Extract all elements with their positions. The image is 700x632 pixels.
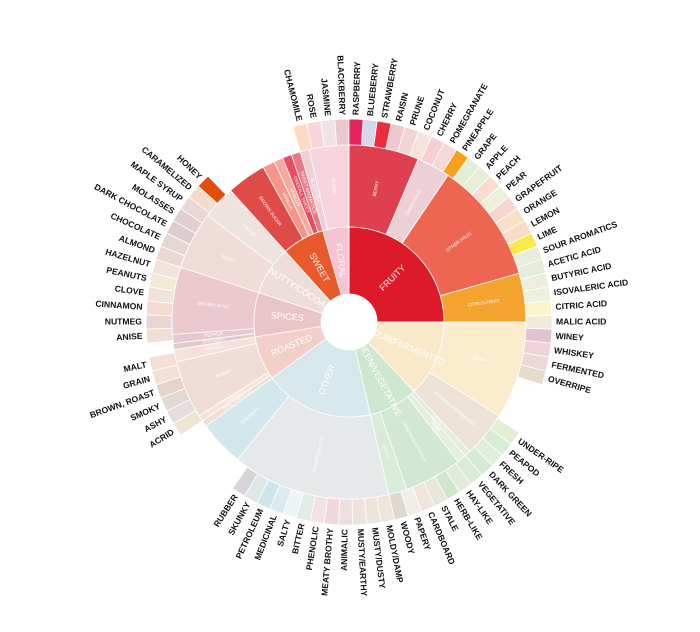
outer-label-malt: MALT	[123, 359, 149, 374]
inner-ring	[253, 226, 445, 418]
middle-label-beany: BEANY	[382, 444, 391, 460]
middle-ring	[171, 144, 527, 500]
outer-label-grain: GRAIN	[122, 374, 151, 391]
outer-segment-citric-acid[interactable]	[524, 300, 553, 317]
middle-label-raw: RAW	[430, 421, 441, 433]
outer-label-lime: LIME	[536, 224, 559, 242]
middle-label-pepper: PEPPER	[204, 331, 224, 338]
outer-label-peanuts: PEANUTS	[105, 265, 148, 283]
outer-label-citric-acid: CITRIC ACID	[555, 298, 607, 312]
outer-segment-musty-earthy[interactable]	[351, 497, 368, 526]
middle-label-burnt: BURNT	[215, 368, 232, 379]
middle-label-berry: BERRY	[372, 180, 380, 196]
middle-label-floral: FLORAL	[330, 178, 337, 197]
outer-segment-malic-acid[interactable]	[525, 314, 553, 330]
outer-label-nutmeg: NUTMEG	[105, 316, 143, 326]
outer-label-musty-dusty: MUSTY/DUSTY	[370, 527, 387, 590]
outer-segment-nutmeg[interactable]	[145, 314, 173, 330]
outer-segment-animalic[interactable]	[337, 498, 353, 526]
inner-label-spices: SPICES	[270, 310, 304, 323]
outer-label-clove: CLOVE	[114, 283, 145, 297]
middle-label-cereal: CEREAL	[206, 343, 225, 352]
middle-label-sour: SOUR	[473, 355, 488, 364]
outer-label-winey: WINEY	[555, 331, 584, 343]
outer-label-animalic: ANIMALIC	[339, 529, 350, 571]
outer-label-malic-acid: MALIC ACID	[556, 316, 606, 326]
outer-label-blueberry: BLUEBERRY	[365, 62, 381, 116]
outer-label-jasmine: JASMINE	[319, 78, 333, 117]
middle-label-black-tea: BLACK TEA	[310, 177, 321, 204]
outer-label-blackberry: BLACKBERRY	[335, 55, 347, 115]
outer-label-bitter: BITTER	[290, 522, 307, 555]
outer-label-phenolic: PHENOLIC	[304, 526, 321, 571]
middle-label-brown-spice: BROWN SPICE	[198, 301, 231, 310]
outer-label-anise: ANISE	[116, 331, 143, 343]
outer-label-cinnamon: CINNAMON	[95, 299, 143, 312]
outer-label-woody: WOODY	[398, 520, 416, 555]
outer-label-raisin: RAISIN	[394, 91, 411, 122]
outer-label-whiskey: WHISKEY	[553, 345, 594, 361]
outer-label-overripe: OVERRIPE	[547, 374, 593, 396]
outer-segment-anise[interactable]	[145, 327, 174, 344]
inner-label-floral: FLORAL	[334, 242, 349, 278]
outer-segment-raspberry[interactable]	[348, 118, 364, 146]
outer-segment-blackberry[interactable]	[334, 118, 350, 146]
middle-label-nutty: NUTTY	[221, 253, 237, 265]
middle-label-pungent: PUNGENT	[203, 337, 226, 345]
outer-label-raspberry: RASPBERRY	[350, 61, 362, 115]
outer-label-chamomile: CHAMOMILE	[282, 68, 305, 122]
outer-label-salty: SALTY	[275, 518, 293, 548]
outer-label-meaty-brothy: MEATY BROTHY	[319, 527, 335, 596]
middle-label-citrus-fruit: CITRUS FRUIT	[467, 298, 499, 307]
outer-label-musty-earthy: MUSTY/EARTHY	[356, 528, 370, 596]
outer-label-rose: ROSE	[305, 93, 319, 119]
center-hole	[321, 294, 377, 350]
